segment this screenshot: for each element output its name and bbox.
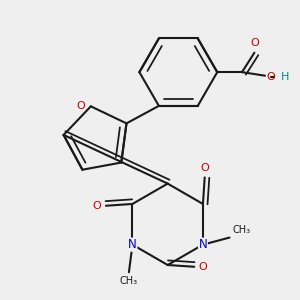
Text: CH₃: CH₃: [232, 225, 250, 235]
Text: N: N: [128, 238, 137, 251]
Text: H: H: [281, 73, 289, 82]
Text: CH₃: CH₃: [120, 277, 138, 286]
Text: N: N: [199, 238, 207, 251]
Text: O: O: [93, 201, 101, 211]
Text: O: O: [267, 73, 275, 82]
Text: O: O: [199, 262, 208, 272]
Text: O: O: [250, 38, 259, 48]
Text: O: O: [200, 163, 209, 173]
Text: O: O: [77, 101, 85, 111]
